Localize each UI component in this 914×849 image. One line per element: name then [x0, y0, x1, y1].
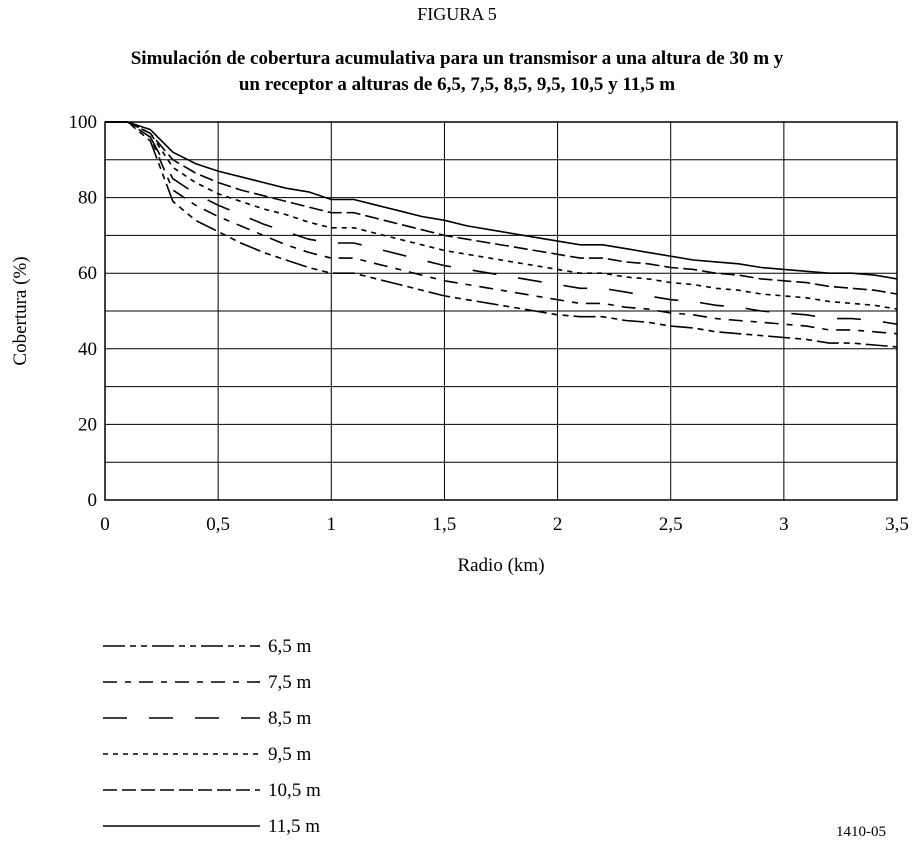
- chart-title-line-2: un receptor a alturas de 6,5, 7,5, 8,5, …: [238, 74, 676, 95]
- legend-label: 10,5 m: [268, 780, 321, 801]
- series-line-6-5-m: [105, 121, 898, 348]
- x-tick-label: 1,5: [433, 514, 457, 535]
- y-tick-label: 20: [78, 414, 97, 435]
- y-tick-label: 0: [88, 490, 98, 511]
- figure-code: 1410-05: [836, 824, 886, 840]
- series-lines: [105, 121, 898, 348]
- series-line-7-5-m: [105, 121, 898, 335]
- y-tick-label: 40: [78, 339, 97, 360]
- axes: 0 20 40 60 80 100 0 0,5 1 1,5 2 2,5 3 3,5 Radio (km) Co…: [10, 112, 909, 576]
- x-tick-label: 0,5: [206, 514, 230, 535]
- x-tick-label: 3,5: [885, 514, 909, 535]
- chart-title: Simulación de cobertura acumulativa para…: [0, 46, 914, 98]
- x-tick-label: 2: [553, 514, 563, 535]
- grid: [105, 122, 897, 500]
- legend: 6,5 m 7,5 m 8,5 m 9,5 m 10,5 m 11,5 m: [103, 636, 321, 837]
- x-tick-label: 1: [327, 514, 337, 535]
- x-tick-label: 2,5: [659, 514, 683, 535]
- series-line-11-5-m: [105, 121, 898, 280]
- figure-label: FIGURA 5: [417, 4, 497, 24]
- x-tick-label: 0: [100, 514, 110, 535]
- y-tick-label: 80: [78, 188, 97, 209]
- legend-label: 8,5 m: [268, 708, 312, 729]
- legend-label: 7,5 m: [268, 672, 312, 693]
- x-tick-label: 3: [779, 514, 789, 535]
- series-line-9-5-m: [105, 121, 898, 310]
- series-line-8-5-m: [105, 121, 898, 325]
- legend-label: 11,5 m: [268, 816, 320, 837]
- y-tick-label: 60: [78, 263, 97, 284]
- legend-label: 6,5 m: [268, 636, 312, 657]
- plot-frame: [104, 121, 898, 501]
- x-axis-label: Radio (km): [457, 555, 544, 576]
- chart-title-line-1: Simulación de cobertura acumulativa para…: [130, 48, 784, 69]
- y-tick-label: 100: [69, 112, 98, 133]
- series-line-10-5-m: [105, 121, 898, 295]
- legend-label: 9,5 m: [268, 744, 312, 765]
- y-axis-label: Cobertura (%): [10, 256, 31, 365]
